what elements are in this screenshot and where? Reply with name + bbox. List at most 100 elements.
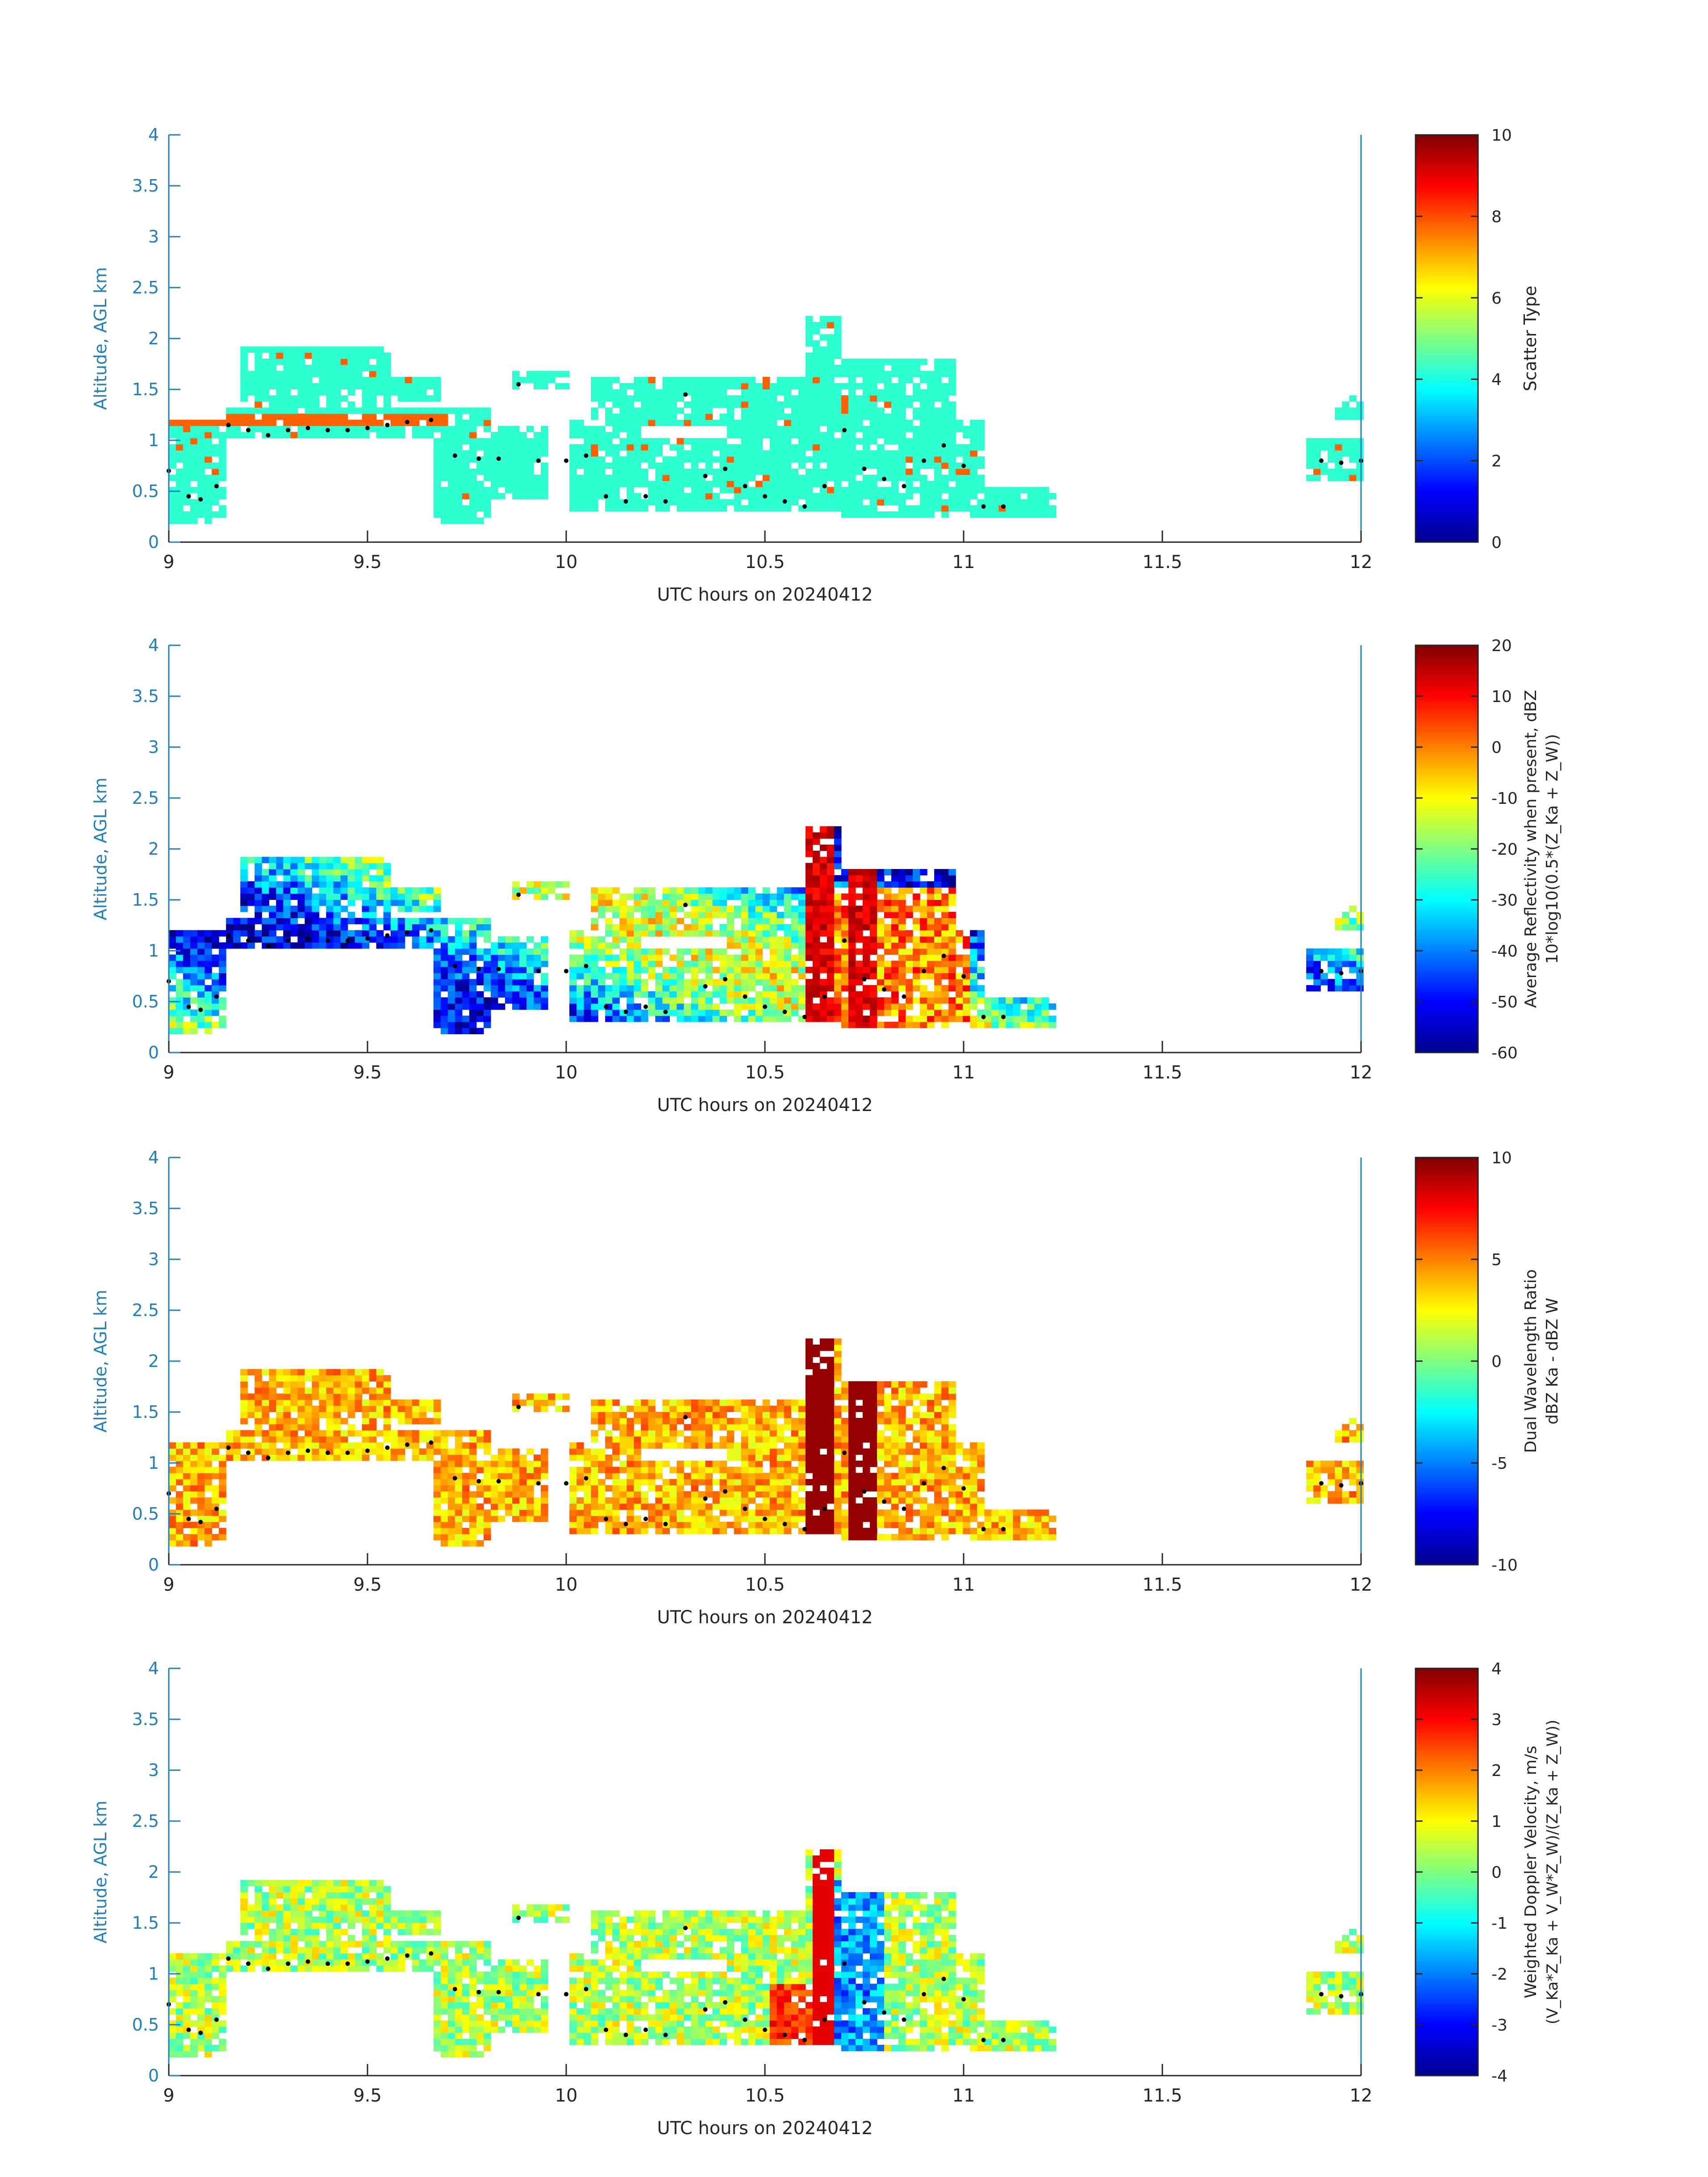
heatmap-cell: [319, 918, 326, 924]
heatmap-cell: [576, 973, 584, 979]
heatmap-cell: [205, 438, 212, 445]
heatmap-cell: [497, 481, 505, 487]
heatmap-cell: [913, 462, 920, 469]
heatmap-cell: [948, 493, 956, 500]
heatmap-cell: [419, 1400, 427, 1406]
heatmap-cell: [440, 511, 448, 518]
heatmap-cell: [998, 1003, 1006, 1010]
heatmap-cell: [312, 1412, 319, 1418]
ml-dot: [286, 938, 290, 943]
heatmap-cell: [584, 493, 591, 500]
heatmap-cell: [305, 930, 312, 937]
heatmap-cell: [576, 1454, 584, 1461]
heatmap-cell: [755, 432, 763, 439]
heatmap-cell: [584, 444, 591, 451]
heatmap-cell: [934, 468, 942, 475]
heatmap-cell: [762, 918, 770, 924]
heatmap-cell: [784, 401, 792, 408]
heatmap-cell: [333, 1412, 341, 1418]
heatmap-cell: [984, 493, 992, 500]
heatmap-cell: [648, 377, 656, 384]
heatmap-cell: [948, 985, 956, 992]
heatmap-cell: [598, 1454, 606, 1461]
heatmap-cell: [326, 1418, 334, 1425]
heatmap-cell: [1335, 979, 1342, 986]
heatmap-cell: [433, 991, 441, 998]
heatmap-cell: [419, 1405, 427, 1412]
heatmap-cell: [333, 930, 341, 937]
heatmap-cell: [741, 462, 749, 469]
heatmap-cell: [476, 1430, 484, 1437]
colorbar-label: Scatter Type: [1520, 286, 1540, 391]
heatmap-cell: [612, 1454, 620, 1461]
heatmap-cell: [419, 1430, 427, 1437]
heatmap-cell: [877, 924, 885, 931]
heatmap-cell: [812, 377, 820, 384]
heatmap-cell: [476, 954, 484, 961]
heatmap-cell: [197, 481, 205, 487]
heatmap-cell: [719, 961, 727, 967]
heatmap-cell: [591, 1412, 598, 1418]
heatmap-cell: [898, 419, 906, 426]
heatmap-cell: [927, 426, 935, 432]
heatmap-cell: [848, 383, 856, 389]
heatmap-cell: [805, 826, 813, 833]
heatmap-cell: [705, 997, 713, 1004]
heatmap-cell: [397, 918, 405, 924]
heatmap-cell: [197, 419, 205, 426]
heatmap-cell: [376, 875, 384, 882]
heatmap-cell: [490, 1485, 498, 1492]
heatmap-cell: [584, 1528, 591, 1534]
heatmap-cell: [534, 1454, 541, 1461]
heatmap-cell: [255, 887, 262, 894]
heatmap-cell: [906, 954, 913, 961]
heatmap-cell: [205, 1454, 212, 1461]
heatmap-cell: [605, 1528, 613, 1534]
heatmap-cell: [598, 426, 606, 432]
heatmap-cells: [169, 1338, 1364, 1546]
heatmap-cell: [1328, 456, 1335, 463]
heatmap-cell: [698, 493, 706, 500]
heatmap-cell: [1342, 954, 1349, 961]
heatmap-cell: [212, 1003, 219, 1010]
heatmap-cell: [948, 377, 956, 384]
heatmap-cell: [433, 1516, 441, 1522]
heatmap-cell: [827, 1009, 835, 1016]
heatmap-cell: [433, 383, 441, 389]
colorbar: [1415, 644, 1479, 1053]
heatmap-cell: [247, 1430, 255, 1437]
heatmap-cell: [848, 979, 856, 986]
heatmap-cell: [791, 893, 799, 900]
heatmap-cell: [669, 474, 677, 481]
heatmap-cell: [419, 918, 427, 924]
heatmap-cell: [526, 1003, 534, 1010]
heatmap-cell: [841, 1003, 849, 1010]
heatmap-cell: [848, 401, 856, 408]
heatmap-cell: [626, 407, 634, 414]
heatmap-cell: [891, 1003, 899, 1010]
heatmap-cell: [362, 407, 370, 414]
heatmap-cell: [1027, 1003, 1035, 1010]
heatmap-cell: [333, 1442, 341, 1449]
heatmap-cell: [183, 1534, 191, 1541]
heatmap-cell: [190, 948, 198, 955]
heatmap-cell: [963, 966, 970, 974]
heatmap-cell: [898, 462, 906, 469]
heatmap-cell: [584, 456, 591, 463]
heatmap-cell: [340, 1393, 348, 1400]
heatmap-cell: [433, 1022, 441, 1028]
heatmap-cell: [827, 364, 835, 371]
heatmap-cell: [1034, 493, 1042, 500]
heatmap-cell: [505, 468, 513, 475]
heatmap-cell: [440, 444, 448, 451]
heatmap-cell: [269, 1400, 276, 1406]
heatmap-cell: [305, 1454, 312, 1461]
heatmap-cell: [948, 414, 956, 420]
heatmap-cell: [276, 911, 284, 919]
heatmap-cell: [205, 936, 212, 943]
heatmap-cell: [769, 456, 777, 463]
heatmap-cell: [433, 936, 441, 943]
heatmap-cell: [626, 930, 634, 937]
heatmap-cell: [176, 444, 184, 451]
heatmap-cell: [591, 936, 598, 943]
